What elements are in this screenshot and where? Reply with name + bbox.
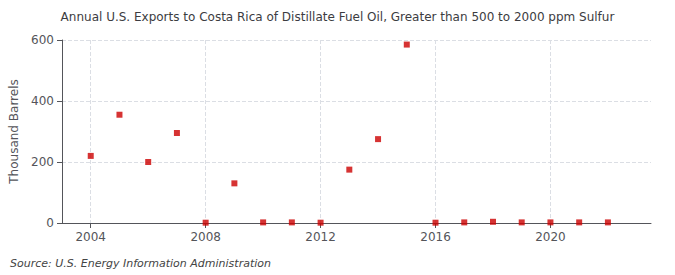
svg-text:2016: 2016	[420, 230, 451, 244]
svg-text:2004: 2004	[75, 230, 106, 244]
svg-text:2012: 2012	[305, 230, 336, 244]
svg-text:Source: U.S. Energy Informatio: Source: U.S. Energy Information Administ…	[10, 257, 271, 270]
svg-text:0: 0	[46, 216, 54, 230]
svg-text:Thousand Barrels: Thousand Barrels	[7, 79, 21, 184]
svg-text:2008: 2008	[190, 230, 221, 244]
svg-text:600: 600	[31, 33, 54, 47]
svg-text:400: 400	[31, 94, 54, 108]
svg-text:Annual U.S. Exports to Costa R: Annual U.S. Exports to Costa Rica of Dis…	[61, 10, 615, 24]
svg-text:2020: 2020	[535, 230, 566, 244]
svg-text:200: 200	[31, 155, 54, 169]
